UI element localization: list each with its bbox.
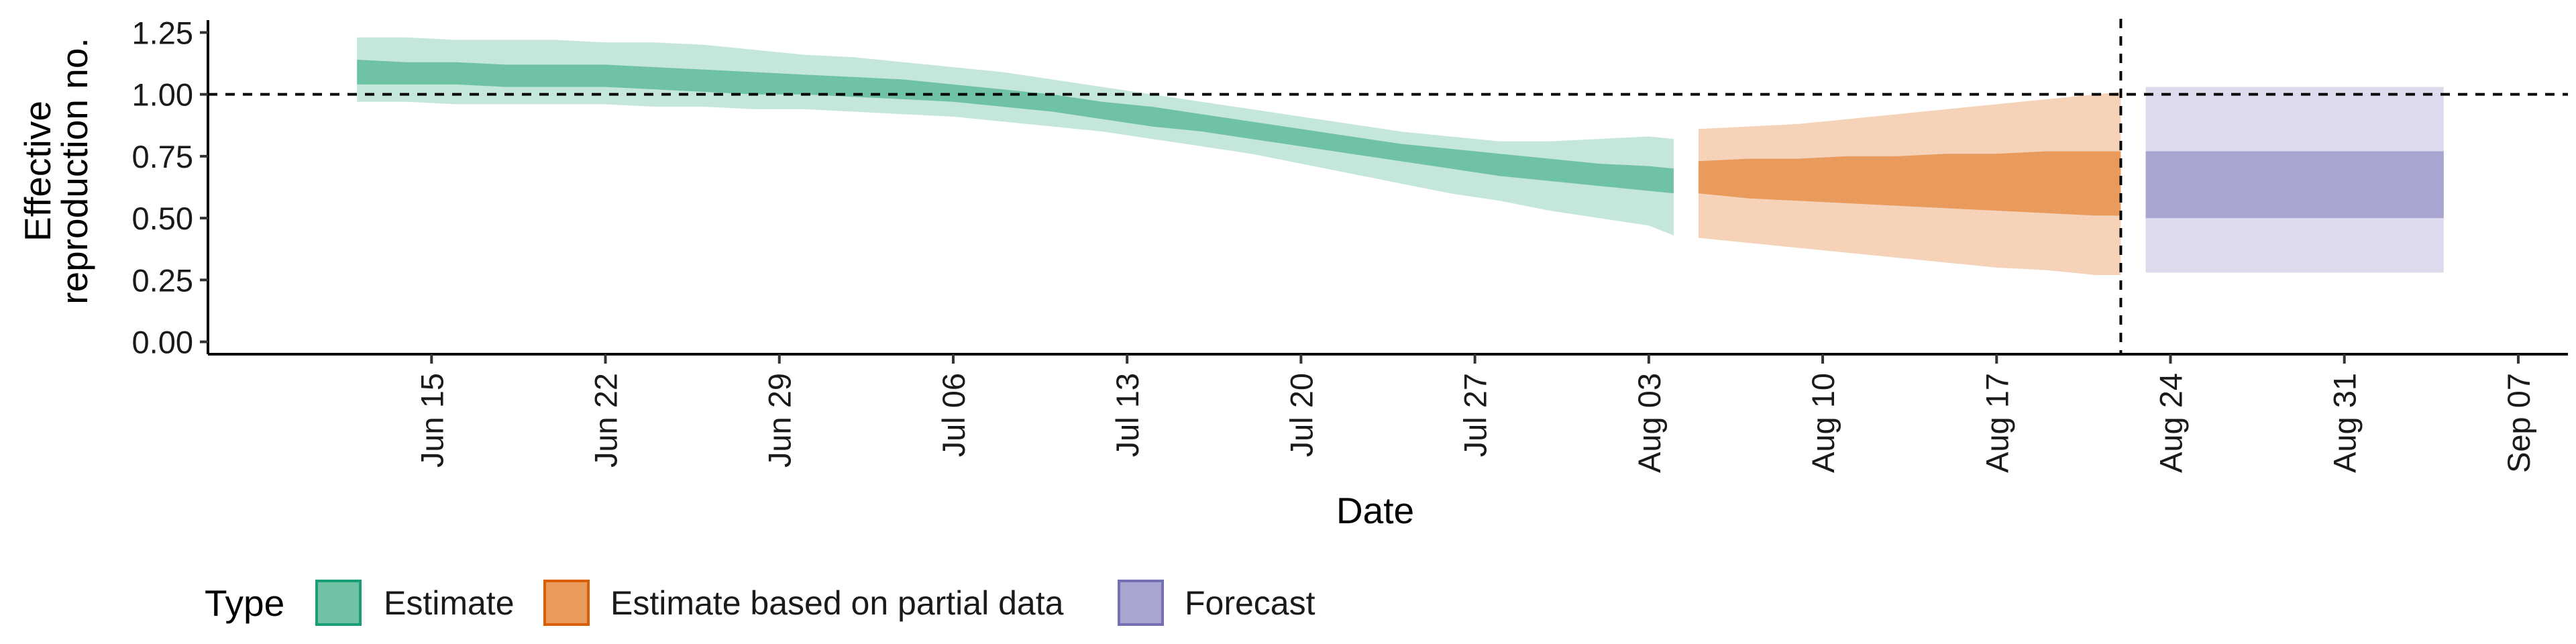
y-tick-label: 0.00 (132, 325, 193, 360)
plot-area (200, 19, 2568, 364)
y-axis-title-line-2: reproduction no. (54, 38, 95, 305)
axes (200, 20, 2568, 364)
x-tick-label: Aug 03 (1631, 373, 1667, 473)
x-tick-label: Aug 31 (2327, 373, 2363, 473)
x-tick-label: Jul 27 (1458, 373, 1493, 457)
x-tick-label: Jun 22 (588, 373, 624, 468)
legend-swatch-forecast (1118, 580, 1164, 626)
legend-swatch-estimate (315, 580, 362, 626)
x-tick-label: Jul 20 (1283, 373, 1319, 457)
legend: Type Estimate Estimate based on partial … (205, 580, 1316, 626)
ribbon-inner-estimate (357, 60, 1674, 194)
legend-title: Type (205, 582, 284, 624)
reference-lines (208, 19, 2568, 354)
x-tick-label: Jul 13 (1110, 373, 1145, 457)
x-tick-label: Jun 15 (414, 373, 449, 468)
legend-label-forecast: Forecast (1185, 584, 1316, 622)
ribbons (357, 37, 2444, 275)
legend-label-estimate: Estimate (384, 584, 515, 622)
y-tick-label: 1.00 (132, 77, 193, 113)
y-axis-title: Effective reproduction no. (17, 38, 95, 305)
y-axis-title-line-1: Effective (17, 101, 58, 241)
y-tick-label: 0.50 (132, 201, 193, 236)
legend-label-partial: Estimate based on partial data (610, 584, 1064, 622)
legend-swatch-partial (543, 580, 590, 626)
x-axis-title: Date (1336, 490, 1414, 531)
x-tick-label: Jul 06 (936, 373, 971, 457)
y-tick-label: 1.25 (132, 15, 193, 50)
x-tick-labels: Jun 15 Jun 22 Jun 29 Jul 06 Jul 13 Jul 20 Jul … (414, 373, 2536, 473)
ribbon-inner-forecast (2145, 151, 2444, 219)
x-tick-label: Aug 10 (1805, 373, 1841, 473)
x-tick-label: Aug 17 (1979, 373, 2015, 473)
y-tick-label: 0.75 (132, 139, 193, 174)
ribbon-inner-estimate-based-on-partial-data (1698, 151, 2121, 216)
x-tick-label: Jun 29 (762, 373, 798, 468)
x-tick-label: Aug 24 (2153, 373, 2189, 473)
x-tick-label: Sep 07 (2501, 373, 2536, 473)
y-tick-labels: 0.00 0.25 0.50 0.75 1.00 1.25 (132, 15, 193, 360)
y-tick-label: 0.25 (132, 262, 193, 298)
